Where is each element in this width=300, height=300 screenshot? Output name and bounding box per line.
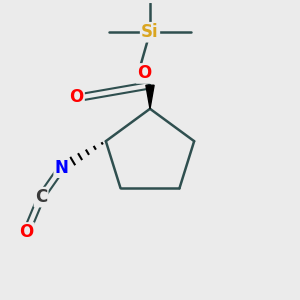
Text: O: O — [69, 88, 83, 106]
Text: Si: Si — [141, 23, 159, 41]
Polygon shape — [146, 85, 154, 109]
Text: O: O — [19, 224, 34, 242]
Text: O: O — [137, 64, 151, 82]
Text: N: N — [55, 159, 69, 177]
Text: C: C — [35, 188, 47, 206]
